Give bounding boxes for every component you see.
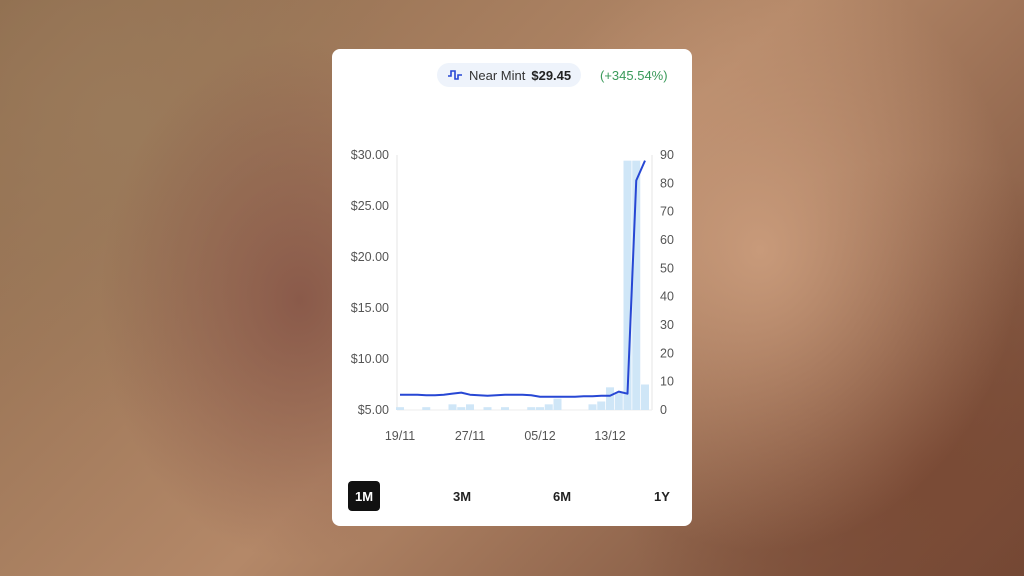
volume-bar — [422, 407, 431, 410]
y-right-tick-label: 10 — [660, 375, 674, 389]
volume-bar — [623, 160, 632, 410]
y-right-tick-label: 80 — [660, 176, 674, 190]
y-right-tick-label: 70 — [660, 205, 674, 219]
range-button-1m[interactable]: 1M — [348, 481, 380, 511]
volume-bar — [641, 384, 649, 410]
volume-bar — [606, 387, 614, 410]
volume-bar — [457, 407, 466, 410]
volume-bar — [597, 401, 606, 410]
condition-label: Near Mint — [469, 67, 526, 83]
y-right-tick-label: 20 — [660, 346, 674, 360]
volume-bar — [448, 404, 457, 410]
price-line — [400, 160, 646, 398]
volume-bar — [466, 404, 474, 410]
volume-bar — [396, 407, 404, 410]
price-chart-card: Near Mint $29.45 (+345.54%) $5.00 $10.00 $… — [332, 49, 692, 526]
range-button-6m[interactable]: 6M — [552, 488, 572, 504]
y-left-tick-label: $15.00 — [351, 301, 389, 315]
volume-bar — [632, 160, 641, 410]
current-price: $29.45 — [531, 67, 572, 83]
volume-bar — [527, 407, 536, 410]
volume-bar — [501, 407, 509, 410]
y-right-tick-label: 50 — [660, 261, 674, 275]
volume-bar — [588, 404, 597, 410]
volume-bar — [614, 393, 623, 410]
y-left-tick-label: $5.00 — [358, 403, 389, 417]
volume-bar — [483, 407, 492, 410]
y-right-tick-label: 90 — [660, 148, 674, 162]
y-left-tick-label: $10.00 — [351, 352, 389, 366]
y-right-tick-label: 0 — [660, 403, 667, 417]
condition-badge[interactable]: Near Mint $29.45 — [437, 63, 582, 87]
volume-bar — [536, 407, 544, 410]
y-left-tick-label: $25.00 — [351, 199, 389, 213]
volume-bar — [553, 398, 562, 410]
y-right-tick-label: 30 — [660, 318, 674, 332]
x-tick-label: 05/12 — [524, 429, 555, 443]
y-right-tick-label: 60 — [660, 233, 674, 247]
range-button-1y[interactable]: 1Y — [654, 488, 670, 504]
volume-bar — [544, 404, 553, 410]
x-tick-label: 13/12 — [594, 429, 625, 443]
y-left-tick-label: $30.00 — [351, 148, 389, 162]
price-chart: $5.00 $10.00 $15.00 $20.00 $25.00 $30.00 0 10 20… — [351, 148, 674, 443]
x-tick-label: 19/11 — [385, 429, 415, 443]
y-left-tick-label: $20.00 — [351, 250, 389, 264]
range-button-3m[interactable]: 3M — [452, 488, 472, 504]
price-line-icon — [448, 70, 462, 80]
x-tick-label: 27/11 — [455, 429, 485, 443]
y-right-tick-label: 40 — [660, 290, 674, 304]
price-change: (+345.54%) — [600, 68, 668, 83]
